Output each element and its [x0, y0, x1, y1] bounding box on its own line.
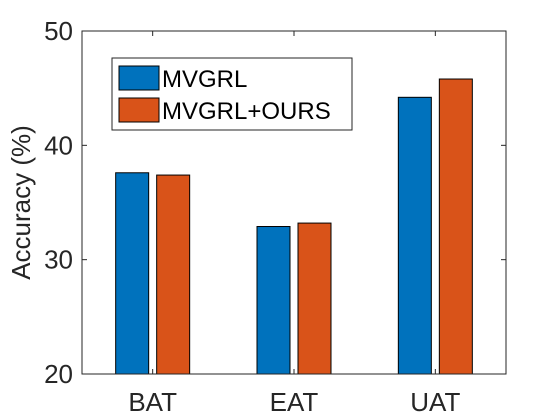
bar-bat-series-1 [115, 172, 150, 375]
bar-bat-series-2 [156, 174, 191, 375]
x-ticks-group: BAT EAT UAT [128, 387, 460, 417]
bar-uat-series-1 [397, 96, 432, 375]
x-tick-label-bat: BAT [128, 387, 177, 417]
axes-group [81, 30, 507, 375]
legend-swatch-series-1 [118, 65, 160, 91]
legend-label-series-1: MVGRL [162, 66, 247, 93]
y-ticks-group: 20 30 40 50 [44, 16, 73, 389]
y-axis-label: Accuracy (%) [6, 125, 36, 280]
x-tick-label-eat: EAT [270, 387, 319, 417]
bars-group [115, 78, 473, 375]
bar-uat-series-2 [438, 78, 473, 375]
bar-eat-series-1 [256, 226, 291, 375]
x-tick-label-uat: UAT [410, 387, 460, 417]
legend-label-series-2: MVGRL+OURS [162, 98, 331, 125]
y-tick-label: 40 [44, 130, 73, 160]
y-tick-label: 20 [44, 359, 73, 389]
bar-eat-series-2 [297, 222, 332, 375]
legend-swatch-series-2 [118, 97, 160, 123]
legend: MVGRL MVGRL+OURS [111, 57, 353, 131]
y-tick-label: 30 [44, 245, 73, 275]
y-tick-label: 50 [44, 16, 73, 46]
